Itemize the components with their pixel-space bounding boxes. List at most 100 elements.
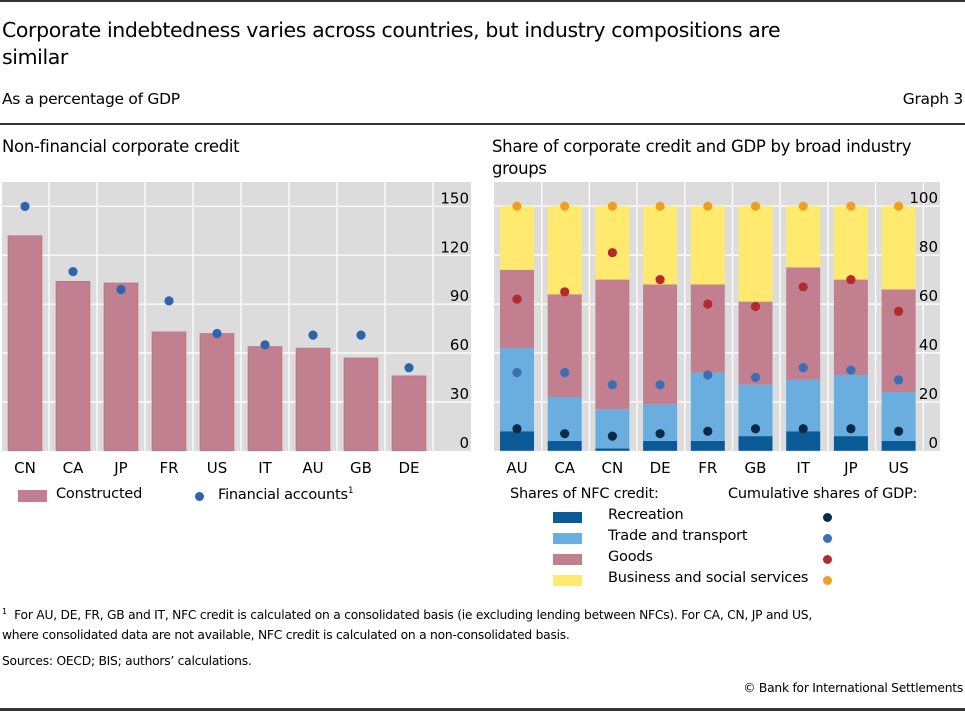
- stack-segment-recreation: [881, 441, 916, 451]
- dot-financial-accounts: [212, 328, 222, 339]
- x-tick-label: GB: [745, 459, 767, 477]
- legend-label-financial-accounts-text: Financial accounts: [218, 486, 348, 503]
- gdp-dot-trade-and-transport: [703, 370, 713, 380]
- gdp-dot-business-and-social-services: [512, 201, 522, 211]
- gdp-dot-recreation: [607, 431, 617, 441]
- bar-constructed: [7, 235, 43, 452]
- y-tick-label: 120: [440, 238, 469, 256]
- x-tick-label: CA: [554, 459, 575, 477]
- stack-segment-goods: [881, 289, 916, 393]
- stack-segment-business-and-social-services: [500, 206, 534, 270]
- dot-financial-accounts: [404, 363, 414, 373]
- chart-title: Corporate indebtedness varies across cou…: [2, 18, 781, 69]
- gdp-dot-business-and-social-services: [607, 201, 617, 211]
- stack-segment-goods: [833, 279, 868, 375]
- x-tick-label: CN: [602, 459, 624, 477]
- stack-segment-goods: [595, 279, 630, 410]
- y-tick-label: 0: [928, 434, 938, 452]
- y-tick-label: 20: [919, 385, 938, 403]
- left-chart: 0 30 60 90 120 150 CN CA JP FR US IT AU GB DE: [2, 182, 471, 477]
- gdp-dot-trade-and-transport: [798, 363, 808, 373]
- bar-constructed: [391, 375, 427, 452]
- x-tick-label: DE: [650, 459, 671, 477]
- y-tick-label: 30: [450, 385, 469, 403]
- right-chart: 0 20 40 60 80 100 AU CA CN DE FR GB IT JP US: [494, 182, 940, 477]
- bar-constructed: [55, 281, 91, 452]
- gdp-dot-goods: [798, 282, 808, 292]
- top-rule: [0, 0, 965, 2]
- gdp-dot-business-and-social-services: [750, 201, 761, 211]
- footnote-ref: 1: [347, 486, 354, 496]
- gdp-dot-goods: [750, 301, 761, 312]
- stack-segment-recreation: [690, 441, 725, 451]
- gdp-dot-trade-and-transport: [607, 380, 617, 390]
- gdp-dot-recreation: [846, 424, 856, 434]
- y-tick-label: 0: [459, 434, 469, 452]
- y-tick-label: 90: [450, 287, 469, 305]
- gdp-dot-trade-and-transport: [894, 375, 904, 385]
- legend-swatch-goods: [553, 554, 582, 565]
- gdp-dot-business-and-social-services: [655, 201, 665, 211]
- graph-number: Graph 3: [902, 90, 964, 108]
- footnote-marker: 1: [2, 607, 7, 616]
- bar-constructed: [247, 346, 283, 452]
- bottom-rule: [0, 708, 965, 711]
- legend-swatch-recreation: [553, 512, 582, 523]
- gdp-dot-recreation: [703, 426, 713, 436]
- y-tick-label: 100: [909, 189, 938, 207]
- y-tick-label: 60: [919, 287, 938, 305]
- stack-segment-business-and-social-services: [833, 206, 868, 280]
- left-panel-title: Non-financial corporate credit: [2, 137, 240, 156]
- bar-constructed: [103, 282, 139, 452]
- legend-label-goods: Goods: [608, 549, 653, 565]
- y-tick-label: 150: [440, 189, 469, 207]
- bar-constructed: [295, 347, 331, 452]
- gdp-dot-goods: [655, 274, 665, 285]
- stack-segment-goods: [547, 294, 582, 397]
- stack-segment-business-and-social-services: [595, 206, 630, 280]
- gdp-dot-business-and-social-services: [798, 201, 808, 211]
- gdp-dot-business-and-social-services: [703, 201, 713, 211]
- legend-swatch-constructed: [18, 490, 47, 502]
- bar-constructed: [151, 331, 187, 452]
- legend-dot-business: [823, 576, 832, 585]
- stack-segment-trade-and-transport: [500, 348, 534, 432]
- gdp-dot-trade-and-transport: [846, 365, 856, 375]
- dot-financial-accounts: [20, 201, 30, 211]
- x-tick-label: US: [207, 459, 228, 477]
- stack-segment-recreation: [643, 441, 678, 451]
- legend-dot-goods: [823, 555, 832, 564]
- x-tick-label: GB: [350, 459, 372, 477]
- stack-segment-trade-and-transport: [595, 409, 630, 449]
- stack-segment-recreation: [833, 436, 868, 451]
- y-tick-label: 40: [919, 336, 938, 354]
- gdp-dot-business-and-social-services: [560, 201, 570, 211]
- gdp-dot-goods: [607, 248, 617, 258]
- stack-segment-trade-and-transport: [786, 379, 821, 432]
- legend-label-trade: Trade and transport: [608, 528, 748, 544]
- gdp-dot-recreation: [512, 424, 522, 434]
- stack-segment-business-and-social-services: [643, 206, 678, 285]
- stack-segment-goods: [690, 284, 725, 373]
- gdp-dot-trade-and-transport: [655, 380, 665, 390]
- gdp-dot-recreation: [560, 429, 570, 439]
- footnote-line-1: For AU, DE, FR, GB and IT, NFC credit is…: [14, 608, 812, 623]
- left-legend: Constructed Financial accounts1: [18, 486, 478, 508]
- gdp-dot-goods: [846, 274, 856, 285]
- x-tick-label: IT: [258, 459, 272, 477]
- x-tick-label: JP: [113, 459, 127, 477]
- legend-label-business: Business and social services: [608, 570, 809, 586]
- legend-dot-trade: [823, 534, 832, 543]
- footnote-line-2: where consolidated data are not availabl…: [2, 628, 570, 643]
- copyright: © Bank for International Settlements: [743, 681, 963, 695]
- stack-segment-recreation: [547, 441, 582, 451]
- stack-segment-goods: [500, 269, 534, 349]
- legend-dot-financial-accounts: [195, 492, 204, 501]
- gdp-dot-trade-and-transport: [560, 367, 570, 378]
- gdp-dot-trade-and-transport: [512, 367, 522, 378]
- header-rule: [0, 123, 965, 125]
- legend-label-constructed: Constructed: [56, 486, 143, 502]
- x-tick-label: US: [888, 459, 909, 477]
- stack-segment-business-and-social-services: [786, 206, 821, 268]
- gdp-dot-trade-and-transport: [750, 372, 761, 383]
